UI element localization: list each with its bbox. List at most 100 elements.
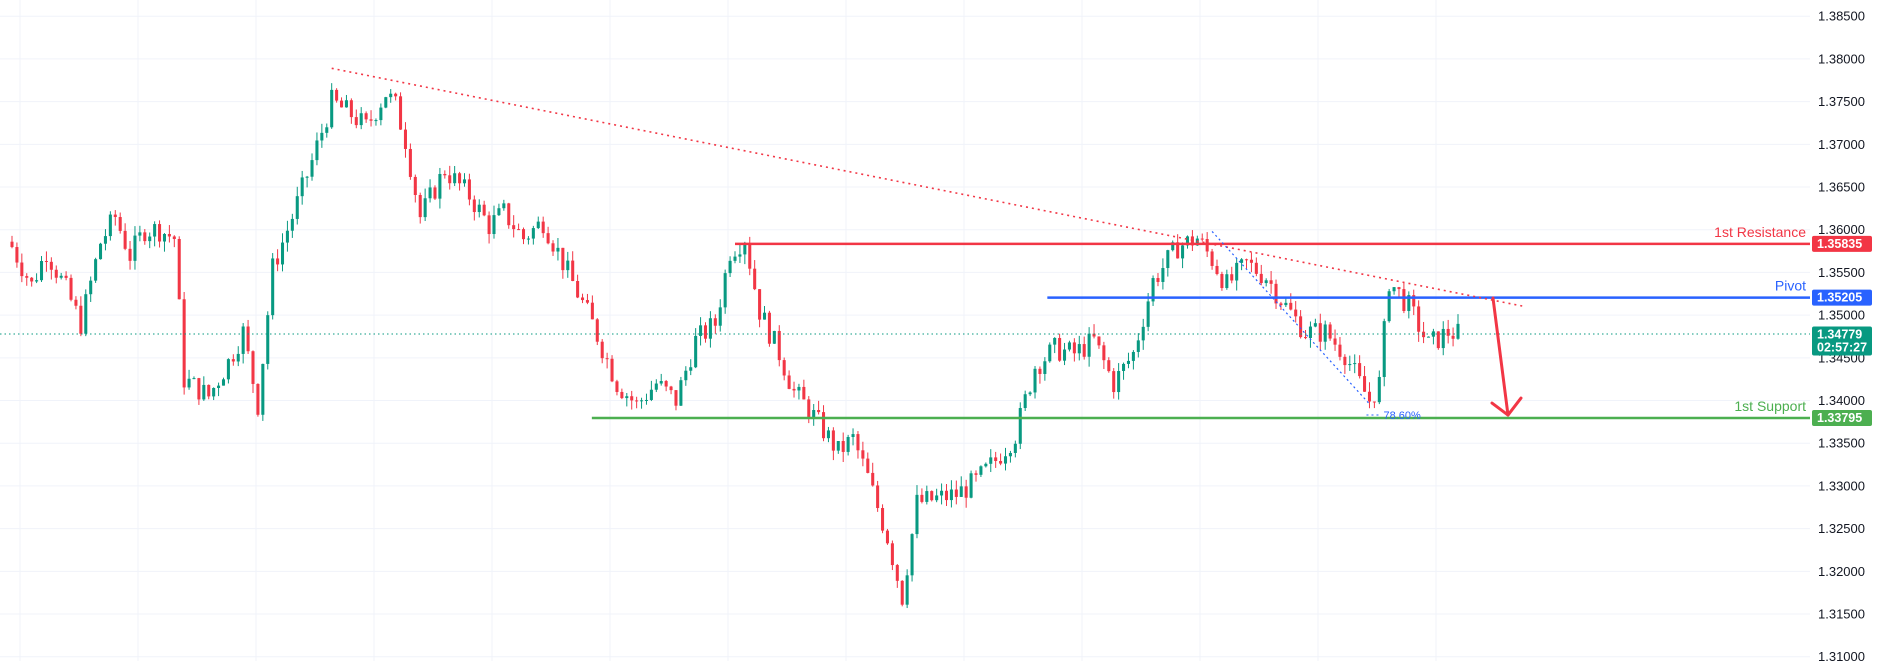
candle-body: [571, 260, 575, 281]
candle-body: [1240, 259, 1244, 263]
candle-body: [531, 228, 535, 239]
candle-body: [1412, 295, 1416, 307]
candle-body: [433, 187, 437, 199]
candle-body: [831, 430, 835, 451]
candle-body: [979, 466, 983, 475]
candle-body: [1328, 324, 1332, 339]
candle-body: [335, 89, 339, 101]
candle-body: [276, 258, 280, 265]
candle-body: [581, 297, 585, 301]
candle-body: [1441, 328, 1445, 349]
price-tick-label: 1.35000: [1818, 308, 1865, 323]
price-axis[interactable]: 1.38500 1.38000 1.37500 1.37000 1.36500 1.360…: [1818, 9, 1865, 661]
price-tick-label: 1.38000: [1818, 51, 1865, 66]
candle-body: [876, 485, 880, 509]
candle-body: [354, 117, 358, 126]
candle-body: [910, 534, 914, 576]
candle-body: [408, 148, 412, 177]
current-price-badge: [1812, 326, 1872, 356]
candle-body: [162, 233, 166, 242]
candle-body: [679, 380, 683, 406]
candle-body: [728, 260, 732, 274]
candle-body: [54, 269, 58, 278]
candle-body: [241, 326, 245, 354]
candle-body: [320, 132, 324, 141]
candle-body: [1417, 306, 1421, 332]
candle-body: [999, 460, 1003, 464]
candle-body: [1038, 368, 1042, 374]
candle-body: [300, 177, 304, 197]
candle-body: [1171, 242, 1175, 251]
candle-body: [1028, 392, 1032, 395]
candle-body: [256, 383, 260, 415]
price-tick-label: 1.32000: [1818, 564, 1865, 579]
candle-body: [389, 93, 393, 98]
candle-body: [1313, 323, 1317, 327]
candle-body: [1082, 344, 1086, 357]
candle-body: [344, 100, 348, 108]
candle-body: [1377, 376, 1381, 403]
candle-body: [295, 196, 299, 219]
price-tick-label: 1.31000: [1818, 649, 1865, 661]
candle-body: [89, 280, 93, 295]
candle-body: [610, 358, 614, 382]
candle-body: [1367, 391, 1371, 402]
price-tick-label: 1.34000: [1818, 393, 1865, 408]
candle-body: [777, 330, 781, 361]
candle-body: [1102, 345, 1106, 361]
candle-body: [1220, 273, 1224, 289]
candle-body: [1308, 326, 1312, 338]
candle-body: [890, 543, 894, 566]
annotations: 1st Resistance Pivot 1st Support 78.60%: [0, 67, 1810, 422]
candle-body: [826, 430, 830, 439]
candle-body: [246, 326, 250, 352]
candle-body: [620, 391, 624, 399]
candle-body: [1338, 344, 1342, 357]
candle-body: [684, 370, 688, 381]
candle-body: [1092, 333, 1096, 337]
candle-body: [497, 208, 501, 216]
candle-body: [379, 107, 383, 121]
candle-body: [443, 173, 447, 176]
candle-body: [1077, 344, 1081, 354]
candle-body: [1072, 342, 1076, 354]
candle-body: [767, 312, 771, 344]
candle-body: [885, 530, 889, 544]
candle-body: [959, 486, 963, 497]
candle-body: [640, 400, 644, 402]
candle-body: [541, 221, 545, 234]
candle-body: [1136, 340, 1140, 352]
candle-body: [1363, 376, 1367, 392]
candle-body: [1372, 401, 1376, 403]
candle-body: [103, 236, 107, 244]
candle-body: [718, 307, 722, 326]
candle-body: [605, 358, 609, 360]
candle-body: [138, 232, 142, 236]
candle-body: [635, 400, 639, 402]
candle-body: [74, 299, 78, 306]
candle-body: [792, 388, 796, 391]
candle-body: [25, 276, 29, 278]
candle-body: [817, 410, 821, 413]
candle-body: [49, 261, 53, 270]
resistance-level-label: 1st Resistance: [1714, 224, 1806, 240]
candle-body: [900, 580, 904, 605]
candle-body: [1279, 303, 1283, 306]
candle-body: [1397, 287, 1401, 290]
price-tick-label: 1.37500: [1818, 94, 1865, 109]
candle-body: [172, 236, 176, 240]
candle-body: [399, 96, 403, 130]
candle-body: [561, 247, 565, 271]
candle-body: [1181, 245, 1185, 259]
candle-body: [1151, 278, 1155, 302]
candle-body: [989, 457, 993, 464]
candle-body: [576, 280, 580, 298]
price-tick-label: 1.32500: [1818, 521, 1865, 536]
candle-body: [812, 410, 816, 418]
candle-body: [920, 494, 924, 502]
candle-body: [1063, 349, 1067, 361]
candle-body: [1456, 323, 1460, 339]
support-level-label: 1st Support: [1734, 398, 1806, 414]
candle-body: [856, 434, 860, 451]
